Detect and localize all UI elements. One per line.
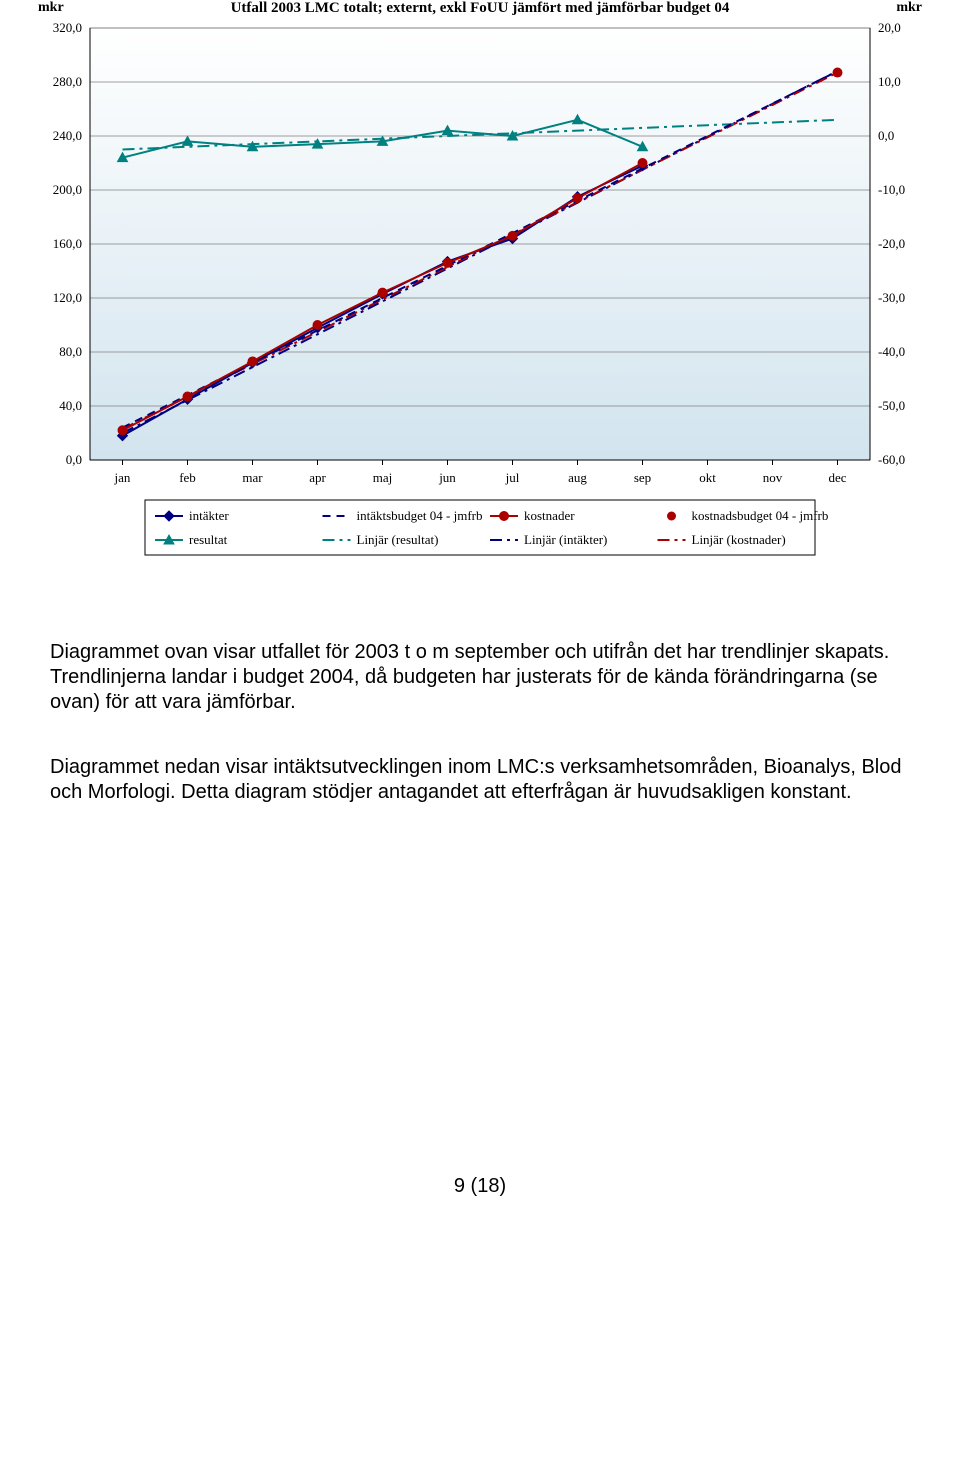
svg-text:0,0: 0,0 — [66, 452, 82, 467]
svg-text:Linjär (resultat): Linjär (resultat) — [357, 532, 439, 547]
svg-text:240,0: 240,0 — [53, 128, 82, 143]
chart-container: Utfall 2003 LMC totalt; externt, exkl Fo… — [20, 0, 940, 580]
svg-text:Linjär (kostnader): Linjär (kostnader) — [692, 532, 786, 547]
svg-text:jul: jul — [505, 470, 520, 485]
svg-text:jan: jan — [114, 470, 131, 485]
paragraph-2: Diagrammet nedan visar intäktsutveckling… — [50, 755, 910, 805]
svg-text:jun: jun — [438, 470, 456, 485]
svg-text:dec: dec — [828, 470, 846, 485]
page: Utfall 2003 LMC totalt; externt, exkl Fo… — [0, 0, 960, 1198]
svg-text:-50,0: -50,0 — [878, 398, 905, 413]
svg-text:-40,0: -40,0 — [878, 344, 905, 359]
svg-text:sep: sep — [634, 470, 651, 485]
svg-text:40,0: 40,0 — [59, 398, 82, 413]
svg-text:maj: maj — [373, 470, 393, 485]
svg-text:0,0: 0,0 — [878, 128, 894, 143]
y-right-axis-label: mkr — [896, 0, 922, 16]
svg-text:-60,0: -60,0 — [878, 452, 905, 467]
svg-text:kostnadsbudget 04 - jmfrb: kostnadsbudget 04 - jmfrb — [692, 508, 829, 523]
svg-text:nov: nov — [763, 470, 783, 485]
y-left-axis-label: mkr — [38, 0, 64, 16]
svg-text:resultat: resultat — [189, 532, 228, 547]
svg-text:aug: aug — [568, 470, 587, 485]
svg-text:80,0: 80,0 — [59, 344, 82, 359]
chart-svg: 0,0 40,0 80,0 120,0 160,0 200,0 240,0 280,0 320,… — [20, 0, 940, 580]
svg-text:-10,0: -10,0 — [878, 182, 905, 197]
chart-title: Utfall 2003 LMC totalt; externt, exkl Fo… — [20, 0, 940, 17]
svg-text:160,0: 160,0 — [53, 236, 82, 251]
svg-text:mar: mar — [242, 470, 263, 485]
paragraph-1: Diagrammet ovan visar utfallet för 2003 … — [50, 640, 910, 715]
svg-text:320,0: 320,0 — [53, 20, 82, 35]
page-number: 9 (18) — [20, 1175, 940, 1198]
svg-text:10,0: 10,0 — [878, 74, 901, 89]
svg-text:-30,0: -30,0 — [878, 290, 905, 305]
svg-text:280,0: 280,0 — [53, 74, 82, 89]
svg-text:intäkter: intäkter — [189, 508, 229, 523]
svg-text:apr: apr — [309, 470, 326, 485]
svg-text:feb: feb — [179, 470, 196, 485]
svg-text:-20,0: -20,0 — [878, 236, 905, 251]
svg-text:kostnader: kostnader — [524, 508, 575, 523]
svg-text:okt: okt — [699, 470, 716, 485]
svg-text:20,0: 20,0 — [878, 20, 901, 35]
svg-text:120,0: 120,0 — [53, 290, 82, 305]
svg-text:Linjär (intäkter): Linjär (intäkter) — [524, 532, 607, 547]
svg-text:200,0: 200,0 — [53, 182, 82, 197]
svg-text:intäktsbudget 04 - jmfrb: intäktsbudget 04 - jmfrb — [357, 508, 483, 523]
